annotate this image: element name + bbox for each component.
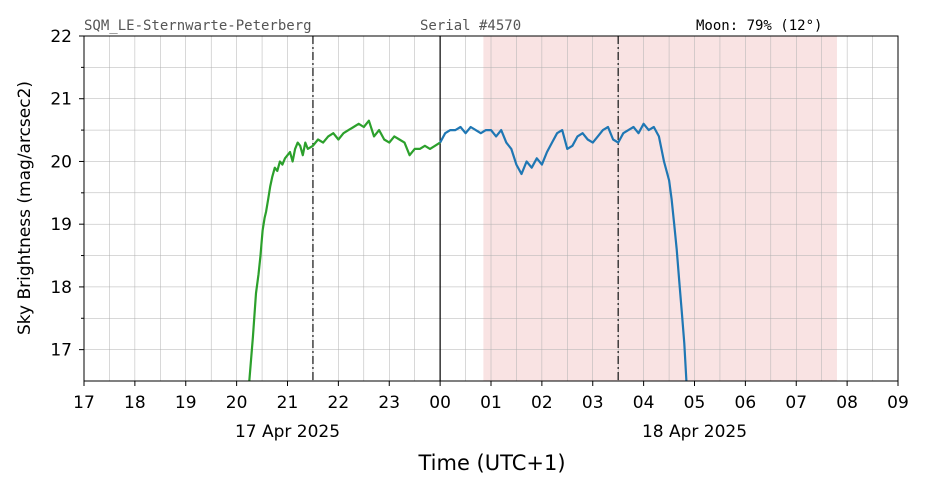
x-tick-label: 00 xyxy=(429,393,451,413)
moon-info: Moon: 79% (12°) xyxy=(696,18,822,34)
y-axis-label: Sky Brightness (mag/arcsec2) xyxy=(15,81,35,335)
x-tick-label: 22 xyxy=(328,393,350,413)
y-tick-label: 20 xyxy=(50,152,72,172)
y-tick-label: 19 xyxy=(50,215,72,235)
y-tick-label: 21 xyxy=(50,90,72,110)
x-tick-label: 02 xyxy=(531,393,553,413)
x-tick-label: 19 xyxy=(175,393,197,413)
x-tick-label: 03 xyxy=(582,393,604,413)
y-tick-label: 17 xyxy=(50,341,72,361)
x-tick-label: 06 xyxy=(735,393,757,413)
x-tick-label: 23 xyxy=(378,393,400,413)
x-tick-label: 08 xyxy=(836,393,858,413)
x-tick-label: 18 xyxy=(124,393,146,413)
x-tick-label: 07 xyxy=(785,393,807,413)
moon-span xyxy=(483,36,837,381)
date-label: 18 Apr 2025 xyxy=(642,422,747,442)
station-name: SQM_LE-Sternwarte-Peterberg xyxy=(84,18,312,34)
x-tick-label: 20 xyxy=(226,393,248,413)
x-tick-label: 17 xyxy=(73,393,95,413)
series-after-midnight xyxy=(439,122,688,382)
date-label: 17 Apr 2025 xyxy=(235,422,340,442)
y-tick-label: 22 xyxy=(50,27,72,47)
x-tick-label: 21 xyxy=(277,393,299,413)
x-tick-label: 05 xyxy=(684,393,706,413)
y-tick-label: 18 xyxy=(50,278,72,298)
x-tick-label: 01 xyxy=(480,393,502,413)
x-axis-label: Time (UTC+1) xyxy=(417,451,565,475)
x-tick-label: 09 xyxy=(887,393,909,413)
serial-number: Serial #4570 xyxy=(420,18,521,34)
series-before-midnight xyxy=(248,119,441,382)
x-tick-label: 04 xyxy=(633,393,655,413)
